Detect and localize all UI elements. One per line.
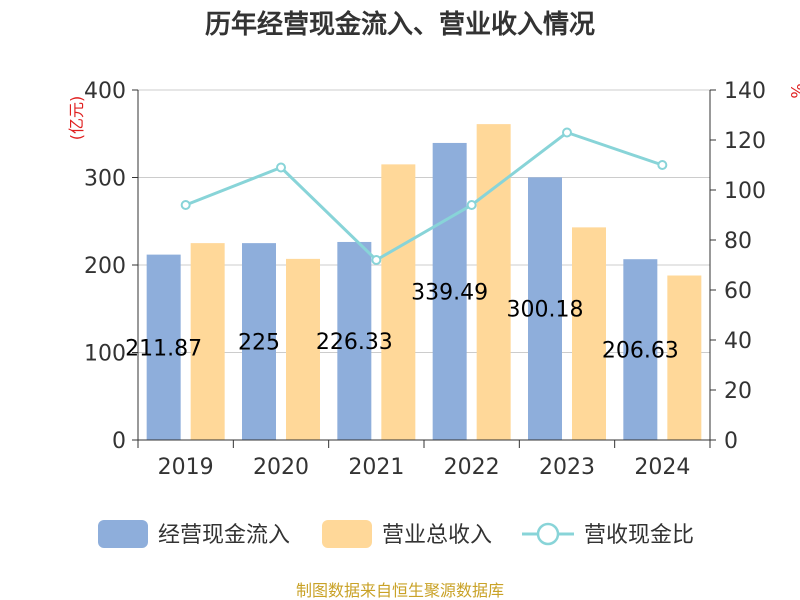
legend-label: 经营现金流入	[158, 523, 290, 548]
bar-cash-inflow	[337, 241, 372, 440]
bar-cash-inflow	[623, 259, 658, 440]
legend-marker	[536, 522, 560, 546]
bar-cash-inflow	[528, 177, 562, 440]
right-tick-label: 20	[724, 379, 752, 404]
right-axis-unit: %	[787, 83, 800, 98]
x-tick-label: 2022	[444, 455, 500, 480]
ratio-point	[371, 255, 382, 265]
grid-lines	[138, 89, 710, 353]
data-label: 226.33	[316, 330, 393, 355]
right-tick-label: 120	[724, 129, 766, 154]
x-tick-label: 2020	[253, 455, 309, 480]
ratio-point	[276, 162, 286, 173]
bar-cash-inflow	[146, 254, 181, 440]
bar-cash-inflow	[432, 142, 467, 441]
legend-label: 营业总收入	[382, 523, 492, 548]
source-note: 制图数据来自恒生聚源数据库	[296, 581, 504, 600]
data-label: 211.87	[125, 336, 202, 361]
x-tick-label: 2024	[634, 455, 690, 480]
right-tick-label: 40	[724, 329, 752, 354]
ratio-point	[562, 127, 572, 138]
right-tick-label: 140	[724, 79, 766, 104]
legend-swatch	[322, 520, 372, 548]
data-labels: 211.87 225 226.33 339.49 300.18 206.63	[125, 280, 679, 363]
left-tick-label: 400	[84, 79, 126, 104]
ratio-point	[657, 160, 668, 170]
data-label: 206.63	[602, 339, 679, 364]
left-tick-label: 200	[84, 254, 126, 279]
left-tick-label: 0	[112, 429, 126, 454]
right-tick-label: 100	[724, 179, 766, 204]
legend-label: 营收现金比	[584, 523, 694, 548]
axes: 0 100 200 300 400 0 20 40 60 80 100 120 140 2019 2020 2…	[84, 79, 766, 480]
bar-revenue	[381, 164, 416, 440]
ratio-point	[466, 200, 477, 210]
ratio-point	[180, 200, 191, 210]
bar-revenue	[572, 227, 606, 440]
data-label: 300.18	[507, 298, 584, 323]
legend: 经营现金流入 营业总收入 营收现金比	[98, 520, 694, 548]
data-label: 225	[238, 331, 280, 356]
right-tick-label: 60	[724, 279, 752, 304]
left-tick-label: 100	[84, 342, 126, 367]
left-tick-label: 300	[84, 167, 126, 192]
x-tick-label: 2019	[158, 455, 214, 480]
data-label: 339.49	[411, 280, 488, 305]
bar-cash-inflow	[242, 243, 276, 440]
bars	[146, 124, 702, 441]
legend-swatch	[98, 520, 148, 548]
right-tick-label: 0	[724, 429, 738, 454]
x-tick-label: 2023	[539, 455, 595, 480]
ratio-line-path	[185, 130, 663, 262]
bar-revenue	[667, 275, 702, 440]
ratio-line	[180, 127, 668, 265]
x-tick-label: 2021	[348, 455, 404, 480]
bar-revenue	[190, 243, 225, 440]
chart-title: 历年经营现金流入、营业收入情况	[205, 9, 595, 40]
left-axis-unit: (亿元)	[67, 96, 86, 141]
bar-revenue	[286, 258, 320, 440]
right-tick-label: 80	[724, 229, 752, 254]
bar-revenue	[476, 124, 511, 440]
